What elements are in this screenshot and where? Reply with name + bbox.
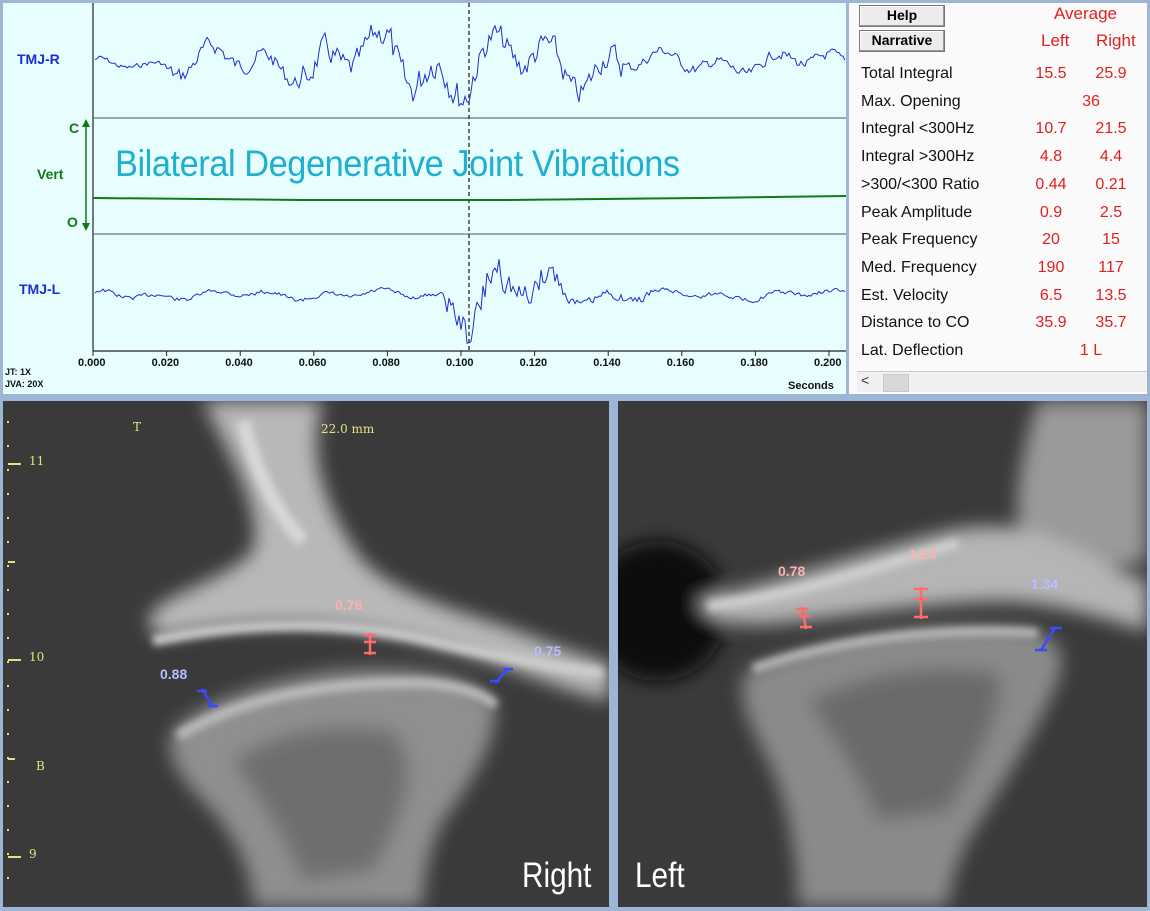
ct-left-canvas: [618, 401, 1147, 907]
red-marker-left-1: [796, 606, 812, 630]
scrollbar-thumb[interactable]: [883, 374, 909, 392]
stat-value-left: 35.9: [1035, 314, 1067, 332]
red-marker-right: [364, 633, 376, 655]
chart-canvas: [82, 3, 846, 356]
stat-label: Peak Frequency: [861, 231, 978, 249]
measurement-label: 0.88: [160, 666, 188, 682]
x-tick-label: 0.020: [151, 357, 180, 369]
stat-value-right: 25.9: [1095, 65, 1127, 82]
side-label-right: Right: [522, 856, 592, 895]
stat-value-right: 117: [1098, 258, 1124, 276]
help-button[interactable]: Help: [859, 5, 945, 27]
chevron-left-icon[interactable]: <: [861, 372, 870, 388]
stat-value-right: 35.7: [1095, 314, 1127, 332]
stat-label: Distance to CO: [861, 314, 970, 332]
x-tick-label: 0.140: [593, 357, 621, 369]
measurement-label: 0.75: [534, 643, 562, 659]
x-tick-label: 0.160: [666, 357, 695, 369]
x-tick-label: 0.080: [372, 357, 400, 369]
ct-right-canvas: [3, 401, 609, 907]
stat-value-left: 0.44: [1035, 175, 1067, 193]
stat-value-left: 190: [1037, 258, 1065, 276]
blue-marker-left: [1035, 626, 1062, 652]
blue-marker-right-2: [490, 667, 513, 684]
tmj-r-trace: [94, 24, 846, 108]
x-tick-label: 0.180: [740, 357, 768, 369]
stat-value-left: 6.5: [1039, 286, 1063, 304]
stat-label: Med. Frequency: [861, 258, 977, 276]
vert-trace: [92, 195, 846, 201]
tmj-l-trace: [94, 259, 846, 344]
arrow-up-icon: [82, 119, 90, 127]
x-tick-label: 0.040: [225, 357, 253, 369]
channel-label-vert: Vert: [37, 166, 64, 182]
x-axis-unit: Seconds: [788, 380, 834, 392]
ruler-label-11: 11: [29, 454, 45, 468]
stat-label: Est. Velocity: [861, 286, 949, 304]
red-marker-left-2: [914, 587, 928, 619]
stat-value-right: 0.21: [1095, 175, 1127, 193]
scale-top-label: T: [133, 420, 142, 434]
stat-value-left: 20: [1042, 231, 1060, 249]
x-tick-label: 0.000: [78, 357, 106, 369]
x-tick-label: 0.200: [814, 357, 842, 369]
statistics-panel: Help Narrative Average Left Right Total …: [849, 3, 1147, 394]
blue-marker-right-1: [197, 688, 218, 708]
overlay-title: Bilateral Degenerative Joint Vibrations: [115, 143, 680, 184]
ct-image-right-joint: T 22.0 mm 11 10 9 B 0.78 0.88 0.75 Right: [3, 401, 609, 907]
measurement-label: 1.34: [1031, 576, 1059, 592]
measurement-label: 0.78: [335, 597, 363, 613]
x-axis-ticks: [92, 351, 830, 356]
stat-label: Peak Amplitude: [861, 203, 973, 221]
left-column-header: Left: [1041, 31, 1070, 50]
scale-bottom-label: B: [36, 759, 45, 773]
x-tick-label: 0.100: [446, 357, 474, 369]
stat-value-left: 4.8: [1039, 148, 1063, 166]
x-tick-label: 0.060: [298, 357, 327, 369]
jt-gain: JT: 1X: [5, 367, 32, 377]
stat-label: Lat. Deflection: [861, 342, 964, 359]
ct-ruler: [7, 421, 21, 891]
stat-label: Integral <300Hz: [861, 120, 975, 138]
stat-value-left: 0.9: [1039, 203, 1063, 221]
stat-value-right: 21.5: [1095, 120, 1127, 138]
stat-label: Max. Opening: [861, 92, 961, 110]
channel-label-tmj-r: TMJ-R: [17, 51, 60, 67]
stat-label: Integral >300Hz: [861, 148, 975, 166]
horizontal-scrollbar[interactable]: <: [857, 371, 1147, 392]
vert-open-label: O: [67, 214, 78, 230]
stat-value-right: 4.4: [1099, 148, 1123, 166]
stat-value-right: 2.5: [1099, 203, 1123, 221]
ruler-label-10: 10: [29, 650, 45, 664]
vibration-chart: TMJ-R C Vert O TMJ-L Bilateral Degenerat…: [3, 3, 846, 394]
measurement-label: 0.78: [778, 563, 806, 579]
x-tick-label: 0.120: [519, 357, 548, 369]
stat-label: Total Integral: [861, 65, 953, 82]
arrow-down-icon: [82, 223, 90, 231]
right-column-header: Right: [1096, 31, 1136, 50]
jva-gain: JVA: 20X: [5, 379, 44, 389]
stat-value-average: 1 L: [1079, 342, 1103, 359]
stat-value-right: 15: [1102, 231, 1120, 249]
measurement-label: 1.23: [909, 546, 937, 562]
side-label-left: Left: [635, 856, 685, 895]
stat-value-left: 10.7: [1035, 120, 1067, 138]
narrative-button[interactable]: Narrative: [859, 30, 945, 52]
ruler-label-9: 9: [29, 847, 37, 861]
stat-value-left: 15.5: [1035, 65, 1067, 82]
vert-close-label: C: [69, 120, 80, 136]
scale-text: 22.0 mm: [321, 422, 375, 436]
stat-label: >300/<300 Ratio: [861, 175, 980, 193]
ct-image-left-joint: 0.78 1.23 1.34 Left: [618, 401, 1147, 907]
stat-value-right: 13.5: [1095, 286, 1127, 304]
channel-label-tmj-l: TMJ-L: [19, 281, 61, 297]
average-header: Average: [1054, 4, 1118, 23]
stat-value-average: 36: [1082, 92, 1100, 110]
